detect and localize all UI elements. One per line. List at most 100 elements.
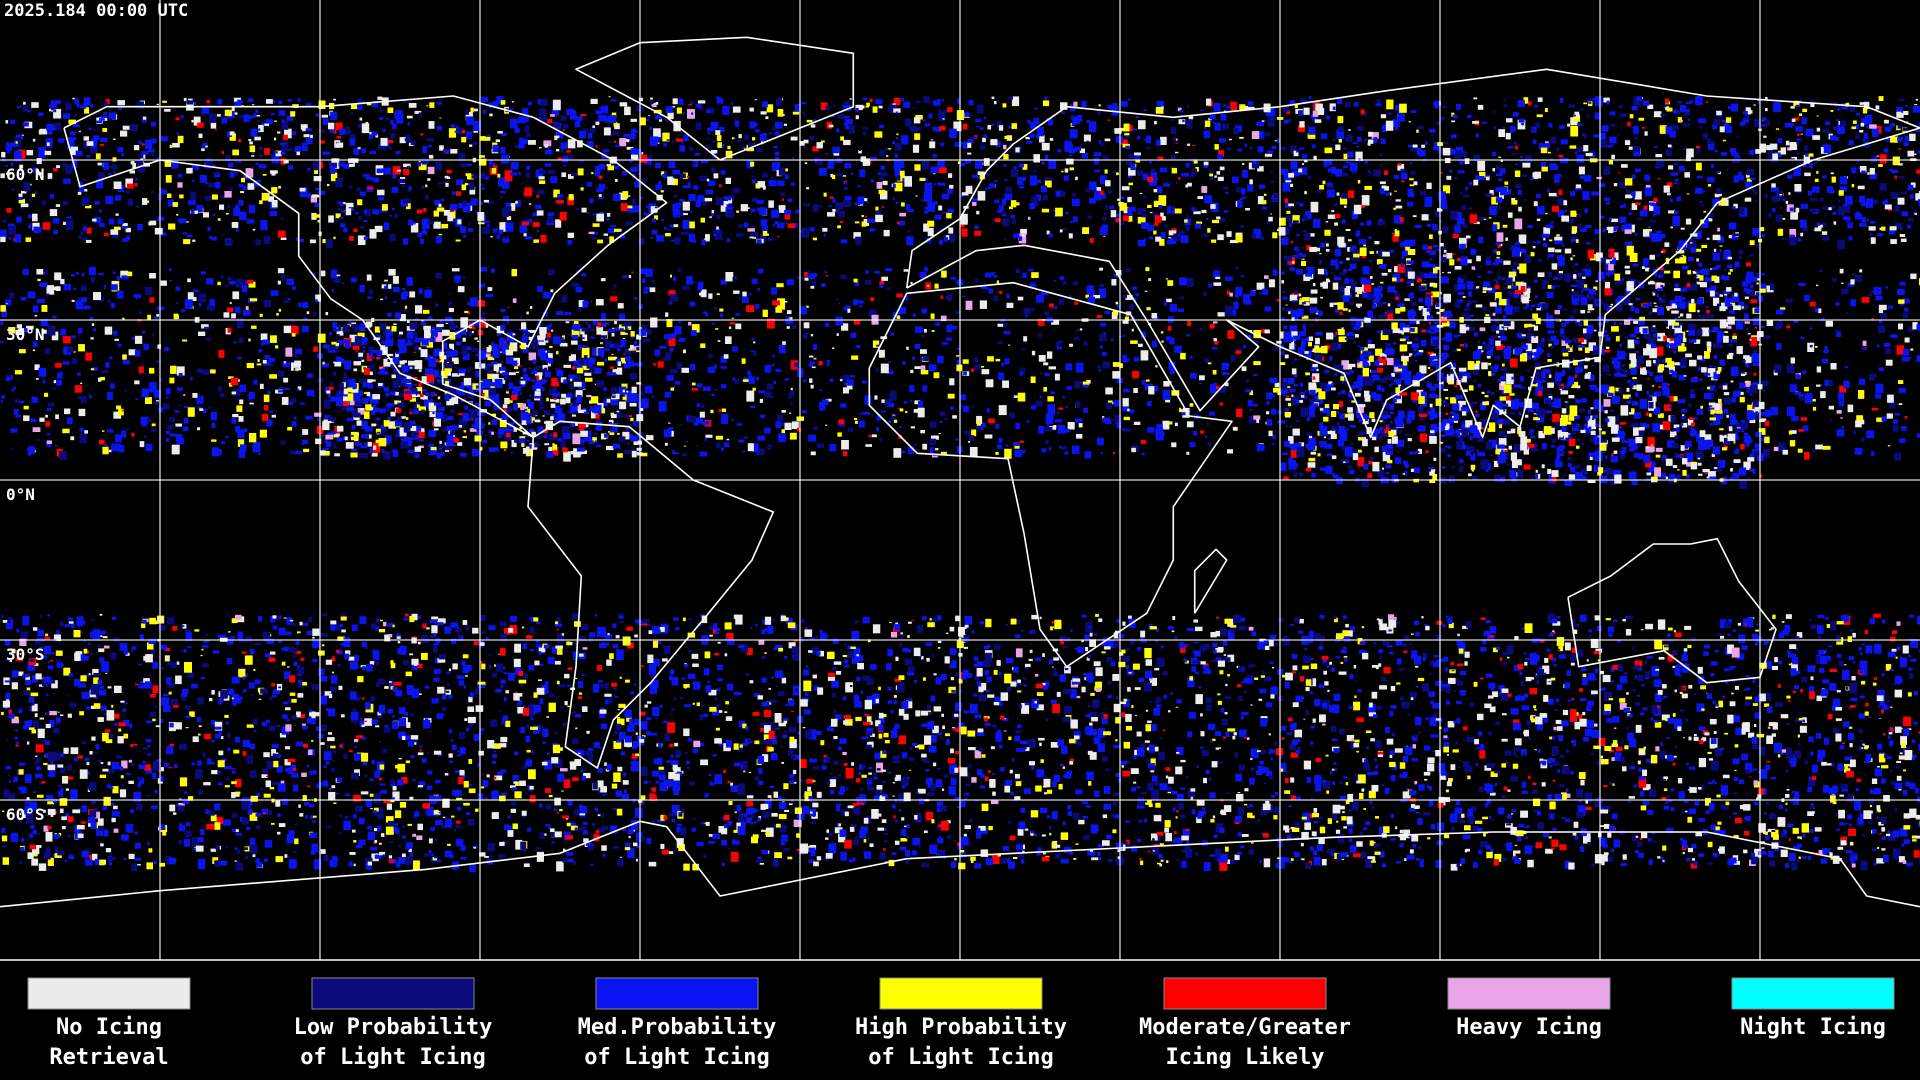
icing-pixel (1696, 281, 1701, 285)
icing-pixel (947, 188, 953, 194)
icing-pixel (1774, 151, 1782, 158)
icing-pixel (255, 239, 261, 246)
icing-pixel (5, 120, 9, 124)
icing-pixel (1886, 136, 1893, 142)
icing-pixel (526, 133, 531, 138)
icing-pixel (1723, 392, 1730, 396)
icing-pixel (115, 443, 122, 449)
icing-pixel (1089, 238, 1094, 243)
icing-pixel (1229, 239, 1238, 244)
icing-pixel (421, 186, 425, 189)
icing-pixel (738, 134, 742, 139)
icing-pixel (789, 412, 792, 414)
icing-pixel (532, 212, 540, 217)
icing-pixel (5, 165, 8, 167)
icing-pixel (177, 220, 182, 222)
icing-pixel (1531, 128, 1535, 132)
icing-pixel (1503, 104, 1508, 108)
icing-pixel (1069, 155, 1073, 157)
icing-pixel (481, 187, 485, 190)
icing-pixel (102, 446, 109, 455)
icing-pixel (1744, 321, 1750, 324)
icing-pixel (315, 187, 320, 191)
icing-pixel (467, 302, 470, 306)
icing-pixel (1839, 120, 1846, 127)
icing-pixel (1575, 184, 1582, 189)
icing-pixel (1809, 100, 1815, 103)
icing-pixel (1307, 175, 1312, 180)
icing-pixel (634, 182, 640, 188)
icing-pixel (159, 232, 167, 236)
icing-pixel (710, 150, 718, 154)
icing-pixel (129, 170, 135, 174)
icing-pixel (1789, 123, 1795, 126)
icing-pixel (281, 120, 289, 130)
icing-pixel (259, 383, 264, 389)
icing-pixel (1802, 162, 1807, 168)
icing-pixel (1797, 448, 1803, 453)
icing-pixel (86, 141, 94, 146)
icing-pixel (52, 315, 57, 319)
icing-pixel (855, 281, 859, 287)
icing-pixel (500, 223, 507, 229)
icing-pixel (310, 195, 317, 203)
icing-pixel (258, 164, 267, 169)
icing-pixel (1469, 214, 1477, 224)
icing-pixel (538, 399, 544, 406)
icing-pixel (661, 171, 665, 176)
icing-pixel (1764, 193, 1768, 199)
icing-pixel (1461, 205, 1467, 210)
icing-pixel (1822, 129, 1830, 133)
icing-pixel (162, 403, 170, 410)
icing-pixel (1804, 145, 1809, 151)
icing-pixel (1816, 171, 1819, 174)
icing-pixel (423, 208, 427, 213)
icing-pixel (928, 113, 933, 119)
icing-pixel (357, 123, 362, 129)
icing-pixel (1, 395, 6, 399)
icing-pixel (1101, 452, 1104, 454)
icing-pixel (100, 137, 108, 143)
icing-pixel (445, 182, 449, 187)
icing-pixel (527, 219, 532, 224)
icing-pixel (1648, 394, 1653, 398)
icing-pixel (880, 165, 885, 170)
icing-pixel (1334, 213, 1341, 218)
icing-pixel (55, 414, 59, 420)
icing-pixel (216, 114, 221, 117)
icing-pixel (506, 216, 512, 221)
icing-pixel (1096, 110, 1102, 115)
icing-pixel (1914, 104, 1918, 106)
icing-pixel (865, 106, 869, 108)
icing-pixel (1796, 140, 1799, 145)
icing-pixel (617, 453, 623, 458)
icing-pixel (1015, 147, 1020, 153)
icing-pixel (1418, 298, 1423, 303)
icing-pixel (968, 99, 974, 106)
icing-pixel (1509, 393, 1515, 396)
icing-pixel (1612, 229, 1616, 232)
icing-pixel (1055, 190, 1063, 197)
icing-pixel (427, 178, 431, 181)
icing-pixel (1558, 155, 1564, 158)
icing-pixel (1155, 139, 1161, 146)
icing-pixel (645, 329, 652, 335)
icing-pixel (1863, 101, 1870, 109)
icing-pixel (467, 367, 473, 370)
icing-pixel (519, 225, 528, 233)
icing-pixel (70, 146, 78, 155)
icing-pixel (388, 421, 397, 429)
icing-pixel (1583, 145, 1589, 152)
icing-pixel (559, 212, 567, 221)
icing-pixel (590, 98, 598, 104)
icing-pixel (1244, 105, 1248, 110)
icing-pixel (1325, 115, 1331, 120)
icing-pixel (1889, 402, 1896, 408)
icing-pixel (1291, 341, 1295, 345)
icing-pixel (1812, 186, 1820, 193)
icing-pixel (971, 405, 974, 408)
icing-pixel (1414, 337, 1419, 342)
icing-pixel (985, 379, 994, 388)
icing-pixel (382, 204, 388, 211)
icing-pixel (1816, 115, 1819, 117)
